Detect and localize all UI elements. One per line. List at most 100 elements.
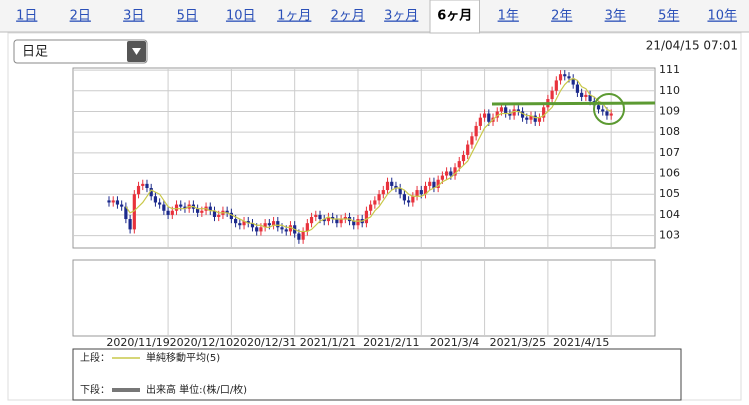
candle-body (276, 221, 280, 228)
candle-body (158, 202, 162, 205)
tab[interactable]: 10年 (707, 9, 737, 24)
candle-body (411, 196, 415, 203)
candle-body (331, 216, 335, 220)
candle-body (242, 221, 246, 226)
candle-body (288, 225, 293, 232)
candle-body (369, 204, 373, 211)
candle-body (512, 109, 516, 116)
candle-body (529, 115, 533, 120)
candle-body (318, 214, 322, 220)
candle-body (259, 227, 263, 232)
tab[interactable]: 2年 (551, 9, 572, 24)
active-tab (429, 0, 480, 34)
y-tick-label: 104 (659, 208, 680, 221)
candle-body (212, 210, 217, 217)
candle-body (246, 221, 250, 224)
candle-body (132, 194, 136, 230)
legend-lower-name: 出来高 単位:(株/口/枚) (146, 383, 247, 396)
candle-body (449, 171, 453, 176)
tab[interactable]: 10日 (226, 9, 256, 24)
candle-body (297, 233, 301, 240)
candle-body (567, 76, 571, 79)
tab[interactable]: 5日 (177, 9, 198, 24)
tab[interactable]: 2ヶ月 (331, 9, 365, 24)
x-tick-label: 2021/4/15 (553, 336, 609, 349)
x-tick-label: 2021/2/11 (363, 336, 419, 349)
candle-body (563, 74, 567, 77)
candle-body (208, 206, 212, 211)
candle-body (596, 105, 601, 110)
price-panel (72, 67, 656, 249)
candle-body (571, 78, 575, 85)
selector[interactable] (13, 39, 148, 64)
candle-body (474, 125, 478, 137)
candle-body (149, 188, 153, 197)
candle-body (542, 107, 546, 118)
candle-body (309, 216, 314, 224)
candle-body (174, 204, 179, 211)
selector-text: 日足 (22, 45, 48, 60)
tab[interactable]: 2日 (70, 9, 91, 24)
candle-body (575, 84, 580, 93)
candle-body (508, 113, 512, 116)
candle-body (402, 194, 406, 201)
candle-body (271, 221, 276, 226)
x-tick-label: 2020/11/19 (106, 336, 169, 349)
candle-body (550, 90, 554, 100)
candle-body (605, 111, 609, 116)
candle-body (225, 210, 229, 213)
candle-body (520, 111, 525, 118)
candle-body (301, 231, 305, 240)
candle-body (267, 223, 271, 226)
tab[interactable]: 3ヶ月 (384, 9, 418, 24)
candle-body (394, 185, 398, 188)
candle-body (280, 227, 284, 230)
tab[interactable]: 3年 (605, 9, 626, 24)
candle-body (584, 94, 588, 97)
candle-body (487, 113, 491, 122)
candle-body (326, 216, 331, 222)
x-tick-label: 2020/12/10 (170, 336, 233, 349)
candle-body (166, 210, 170, 215)
candle-body (343, 216, 347, 220)
candle-body (136, 185, 141, 195)
candle-body (453, 167, 457, 176)
candle-body (196, 208, 200, 213)
legend-upper-label: 上段： (80, 351, 110, 364)
candle-body (554, 80, 558, 91)
candle-body (478, 117, 482, 126)
tab[interactable]: 1ヶ月 (277, 9, 311, 24)
x-tick-label: 2021/3/25 (490, 336, 546, 349)
candle-body (457, 161, 461, 168)
candle-body (504, 107, 508, 114)
candle-body (229, 212, 233, 220)
candle-body (250, 223, 255, 228)
candle-body (145, 183, 149, 188)
candle-body (107, 200, 111, 203)
candle-body (183, 206, 187, 209)
candle-body (284, 229, 288, 232)
annotation-circle (593, 93, 625, 125)
candle-body (461, 154, 466, 162)
candle-body (263, 223, 267, 228)
x-tick-label: 2021/3/4 (430, 336, 479, 349)
tab[interactable]: 1年 (498, 9, 519, 24)
tab[interactable]: 3日 (123, 9, 144, 24)
candle-body (499, 107, 504, 112)
legend-upper-name: 単純移動平均(5) (146, 351, 220, 364)
tab[interactable]: 5年 (658, 9, 679, 24)
candle-body (364, 210, 369, 224)
y-tick-label: 103 (659, 229, 680, 242)
candle-body (305, 223, 309, 232)
tab[interactable]: 6ヶ月 (437, 9, 472, 24)
candle-body (120, 204, 124, 207)
candle-body (558, 74, 563, 81)
tab[interactable]: 1日 (16, 9, 37, 24)
y-tick-label: 108 (659, 125, 680, 138)
candle-body (432, 181, 436, 188)
candle-body (440, 175, 444, 180)
candle-body (588, 94, 592, 102)
candle-body (533, 115, 537, 122)
candle-body (381, 190, 385, 195)
